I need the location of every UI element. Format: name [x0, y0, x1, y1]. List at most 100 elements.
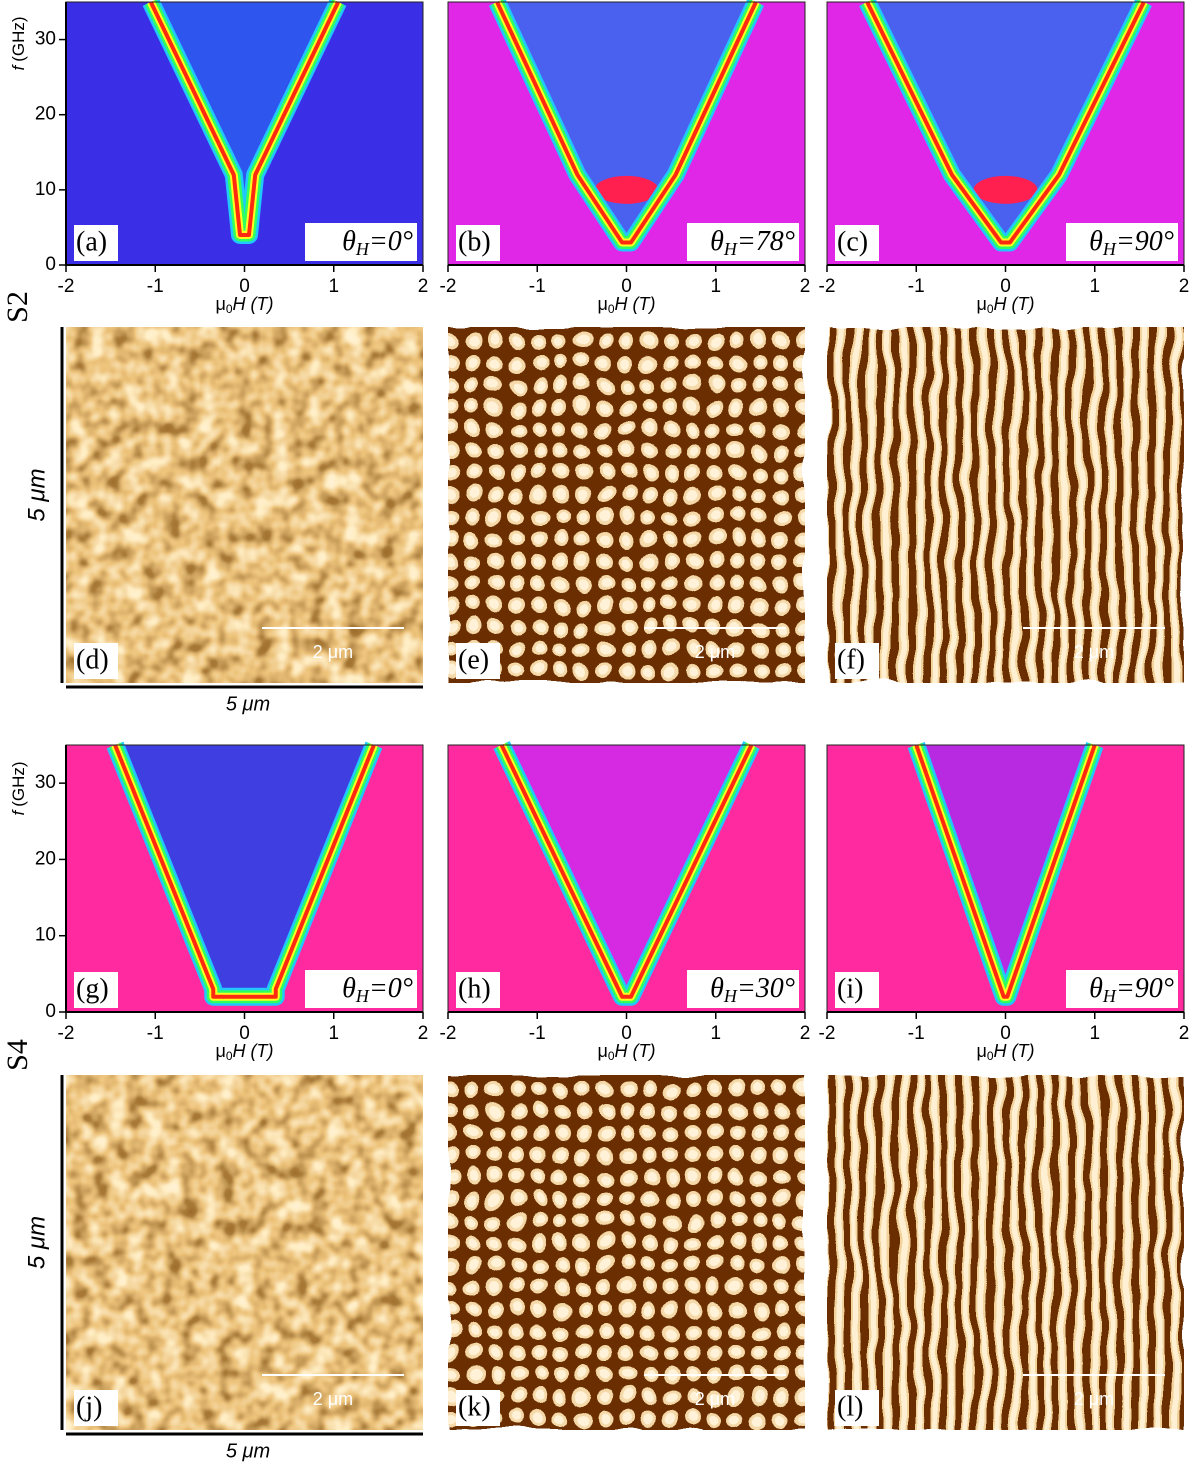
x-tick-label: -2: [440, 1023, 457, 1044]
panel-label: (a): [76, 226, 107, 257]
mu-rest: H (T): [615, 294, 656, 314]
mu: μ: [215, 1041, 225, 1061]
mfm-panel: 2 μm (j) 5 μm 5 μm S4: [1, 1039, 423, 1462]
mfm-panel: 2 μm (f): [827, 327, 1184, 683]
mfm-panel: 2 μm(k): [448, 1075, 805, 1430]
x-tick-label: -2: [58, 1023, 75, 1044]
spectrum-panel: -2-1012μ0H (T)(i)θH=90°: [819, 745, 1190, 1063]
theta-sub: H: [723, 239, 738, 259]
angle-value: =90°: [1116, 226, 1174, 257]
low-field-mode: [974, 176, 1038, 204]
spectrum-panel: -2-1012μ0H (T)(h)θH=30°: [440, 745, 811, 1063]
x-tick-label: -1: [147, 1023, 164, 1044]
angle-value: =90°: [1116, 973, 1174, 1004]
theta-sub: H: [355, 986, 370, 1006]
x-axis-label: μ0H (T): [215, 294, 273, 316]
y-tick-label: 0: [45, 254, 56, 275]
angle-value: =78°: [737, 226, 795, 257]
x-axis-label: μ0H (T): [976, 1041, 1034, 1063]
scale-label: 2 μm: [1074, 1389, 1114, 1409]
x-tick-label: 1: [328, 276, 339, 297]
x-tick-label: -2: [440, 276, 457, 297]
theta: θ: [710, 226, 724, 257]
x-axis-label: μ0H (T): [215, 1041, 273, 1063]
y-var: f: [9, 64, 28, 71]
panel-label: (i): [837, 973, 863, 1004]
mu-rest: H (T): [994, 1041, 1035, 1061]
mfm-panel: 2 μm (e): [448, 327, 805, 683]
scale-label: 2 μm: [313, 642, 353, 662]
theta: θ: [710, 973, 724, 1004]
mfm-image: [448, 327, 805, 683]
mu-rest: H (T): [233, 1041, 274, 1061]
mfm-image: [66, 327, 423, 683]
panel-label: (g): [76, 973, 109, 1004]
x-tick-label: 1: [328, 1023, 339, 1044]
mu: μ: [976, 294, 986, 314]
panel-label: (f): [837, 644, 865, 675]
scale-label: 2 μm: [695, 642, 735, 662]
y-tick-label: 10: [35, 179, 56, 200]
y-tick-label: 30: [35, 29, 56, 50]
angle-value: =0°: [369, 226, 413, 257]
scale-label: 2 μm: [1074, 642, 1114, 662]
x-tick-label: 2: [418, 276, 429, 297]
x-tick-label: 2: [800, 276, 811, 297]
x-axis-label: μ0H (T): [597, 1041, 655, 1063]
x-tick-label: 1: [1089, 276, 1100, 297]
angle-label: θH=90°: [1089, 226, 1174, 259]
angle-label: θH=90°: [1089, 973, 1174, 1006]
x-tick-label: 2: [1179, 276, 1190, 297]
x-tick-label: 1: [710, 1023, 721, 1044]
y-tick-label: 10: [35, 925, 56, 946]
theta-sub: H: [723, 986, 738, 1006]
y-unit: (GHz): [9, 16, 28, 61]
theta: θ: [1089, 973, 1103, 1004]
y-unit: (GHz): [9, 761, 28, 806]
bottom-size: 5 μm: [226, 1440, 270, 1462]
y-axis-label: f (GHz): [9, 16, 28, 70]
x-tick-label: -2: [819, 1023, 836, 1044]
angle-label: θH=0°: [342, 226, 413, 259]
x-tick-label: -1: [529, 1023, 546, 1044]
y-tick-label: 20: [35, 104, 56, 125]
x-tick-label: 2: [800, 1023, 811, 1044]
x-tick-label: -1: [147, 276, 164, 297]
spectrum-panel: -2-1012μ0H (T)0102030f(GHz)(a)θH=0°: [9, 2, 428, 316]
x-tick-label: 1: [710, 276, 721, 297]
mu-rest: H (T): [994, 294, 1035, 314]
mfm-image: [827, 1075, 1184, 1430]
theta: θ: [342, 226, 356, 257]
x-tick-label: -2: [58, 276, 75, 297]
panel-label: (e): [458, 644, 489, 675]
x-axis-label: μ0H (T): [976, 294, 1034, 316]
x-tick-label: 1: [1089, 1023, 1100, 1044]
theta: θ: [1089, 226, 1103, 257]
x-tick-label: -2: [819, 276, 836, 297]
x-tick-label: 2: [1179, 1023, 1190, 1044]
scale-label: 2 μm: [313, 1389, 353, 1409]
side-size: 5 μm: [23, 1216, 50, 1269]
panel-label: (j): [76, 1391, 102, 1422]
theta-sub: H: [355, 239, 370, 259]
y-tick-label: 30: [35, 772, 56, 793]
theta: θ: [342, 973, 356, 1004]
x-tick-label: -1: [908, 1023, 925, 1044]
theta-sub: H: [1102, 986, 1117, 1006]
panel-label: (d): [76, 644, 109, 675]
angle-value: =0°: [369, 973, 413, 1004]
mu-rest: H (T): [615, 1041, 656, 1061]
mfm-image: [448, 1075, 805, 1430]
mu: μ: [976, 1041, 986, 1061]
sample-name: S4: [1, 1039, 34, 1071]
sample-name: S2: [1, 291, 34, 323]
x-tick-label: -1: [529, 276, 546, 297]
angle-label: θH=0°: [342, 973, 413, 1006]
mfm-panel: 2 μm(l): [827, 1075, 1184, 1430]
x-axis-label: μ0H (T): [597, 294, 655, 316]
mfm-image: [827, 327, 1184, 683]
